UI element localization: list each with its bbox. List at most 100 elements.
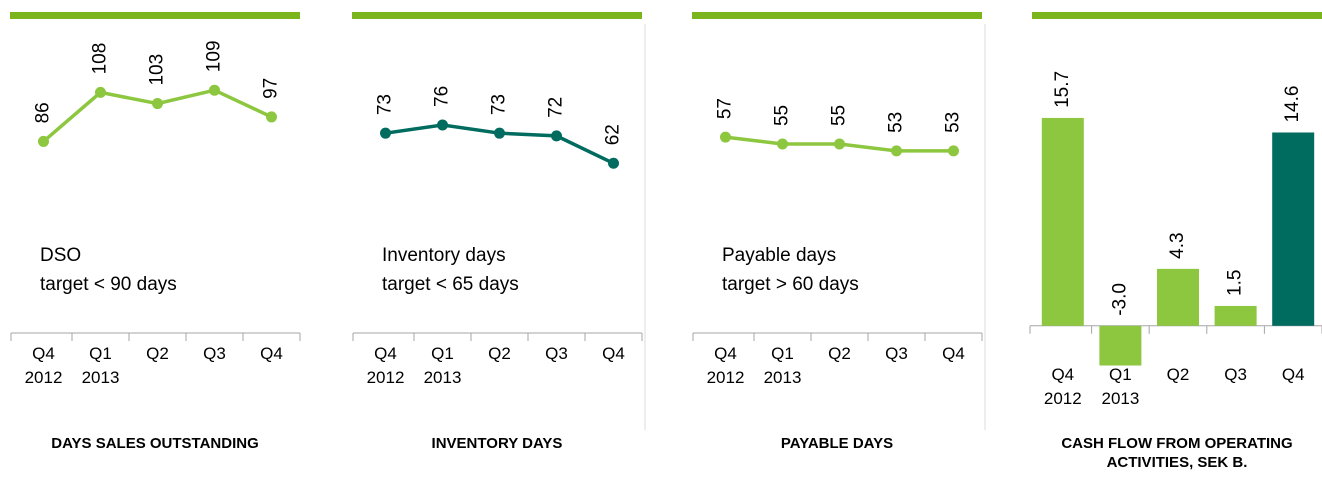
data-label: 72: [546, 97, 567, 118]
point: [777, 138, 788, 150]
point: [38, 135, 49, 147]
bar: [1041, 117, 1084, 326]
label-line: Q1: [771, 344, 794, 363]
label-line: Q4: [602, 344, 625, 363]
chart-title: INVENTORY DAYS: [431, 435, 563, 452]
point: [891, 145, 902, 157]
data-label: 76: [432, 86, 453, 107]
x-tick-label: Q4 2012: [25, 344, 63, 387]
x-tick-label: Q3: [1224, 365, 1247, 384]
x-tick-label: Q4: [942, 344, 965, 363]
label-line: Q1: [431, 344, 454, 363]
annotation: DSO: [40, 245, 81, 266]
annotation: target < 65 days: [382, 274, 519, 295]
label-line: 2012: [1044, 389, 1082, 408]
label-line: 2012: [367, 368, 405, 387]
x-tick-label: Q2: [1167, 365, 1190, 384]
bar: [1272, 132, 1315, 326]
label-line: Q3: [885, 344, 908, 363]
annotation: target > 60 days: [722, 274, 859, 295]
line: [42, 88, 273, 143]
data-label: 55: [772, 105, 793, 126]
x-tick-label: Q3: [885, 344, 908, 363]
data-label: 57: [715, 98, 736, 119]
label-line: Q2: [146, 344, 169, 363]
label-line: 2012: [25, 368, 63, 387]
x-tick-label: Q3: [203, 344, 226, 363]
point: [152, 98, 163, 110]
label-line: 2013: [82, 368, 120, 387]
label-line: Q4: [714, 344, 737, 363]
point: [551, 130, 562, 142]
data-label: 53: [886, 112, 907, 133]
label-line: Q4: [942, 344, 965, 363]
annotation: target < 90 days: [40, 274, 177, 295]
chart-title: CASH FLOW FROM OPERATING ACTIVITIES, SEK…: [1061, 435, 1293, 471]
data-label: 62: [603, 124, 624, 145]
annotation: Payable days: [722, 245, 836, 266]
data-label: 73: [489, 94, 510, 115]
data-label: 73: [375, 94, 396, 115]
label-line: Q3: [203, 344, 226, 363]
x-tick-label: Q4 2012: [367, 344, 405, 387]
point: [437, 119, 448, 131]
data-label: 109: [204, 40, 225, 72]
data-label: 53: [943, 112, 964, 133]
label-line: Q1: [89, 344, 112, 363]
data-label: 15.7: [1052, 71, 1073, 108]
bar: [1157, 268, 1199, 326]
data-label: 108: [90, 43, 111, 75]
x-tick-label: Q4 2012: [707, 344, 745, 387]
data-label: 55: [829, 105, 850, 126]
x-tick-label: Q4 2012: [1044, 365, 1082, 408]
chart-title: PAYABLE DAYS: [780, 435, 894, 452]
label-line: Q1: [1109, 365, 1132, 384]
bar: [1099, 325, 1142, 366]
data-label: 4.3: [1167, 232, 1188, 258]
label-line: Q3: [1224, 365, 1247, 384]
header-bar: [352, 12, 642, 19]
data-label: -3.0: [1109, 283, 1130, 316]
point: [608, 157, 619, 169]
x-tick-label: Q1 2013: [764, 344, 802, 387]
annotation: Inventory days: [382, 245, 506, 266]
label-line: Q4: [32, 344, 55, 363]
data-label: 97: [261, 78, 282, 99]
x-tick-label: Q4: [602, 344, 625, 363]
label-line: Q2: [488, 344, 511, 363]
label-line: 2013: [1101, 389, 1139, 408]
label-line: Q4: [1282, 365, 1305, 384]
x-tick-label: Q1 2013: [82, 344, 120, 387]
bar: [1214, 305, 1257, 326]
x-tick-label: Q2: [488, 344, 511, 363]
point: [95, 86, 106, 98]
data-label: 14.6: [1282, 86, 1303, 123]
point: [209, 84, 220, 96]
x-tick-label: Q2: [828, 344, 851, 363]
label-line: Q4: [374, 344, 397, 363]
data-label: 86: [33, 102, 54, 123]
point: [834, 138, 845, 150]
header-bar: [10, 12, 300, 19]
label-line: Q3: [545, 344, 568, 363]
header-bar: [1032, 12, 1322, 19]
label-line: Q4: [1051, 365, 1074, 384]
data-label: 103: [147, 54, 168, 86]
point: [494, 127, 505, 139]
data-label: 1.5: [1225, 270, 1246, 296]
point: [266, 111, 277, 123]
x-tick-label: Q2: [146, 344, 169, 363]
header-bar: [692, 12, 982, 19]
x-tick-label: Q1 2013: [424, 344, 462, 387]
x-tick-label: Q4: [1282, 365, 1305, 384]
label-line: 2013: [764, 368, 802, 387]
point: [948, 145, 959, 157]
point: [720, 131, 731, 143]
point: [380, 127, 391, 139]
x-tick-label: Q4: [260, 344, 283, 363]
label-line: 2013: [424, 368, 462, 387]
label-line: Q4: [260, 344, 283, 363]
label-line: Q2: [828, 344, 851, 363]
